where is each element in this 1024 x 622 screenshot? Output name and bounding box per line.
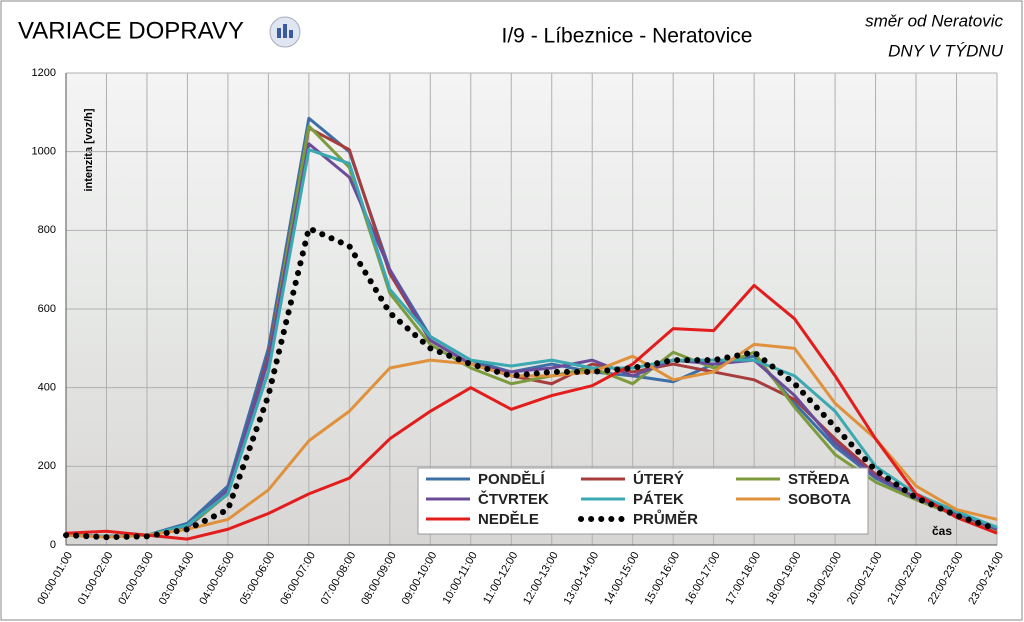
series-line — [65, 142, 998, 538]
legend-label: SOBOTA — [788, 491, 851, 508]
annotation: směr od Neratovic — [865, 11, 1003, 30]
legend: PONDĚLÍ ÚTERÝ STŘEDA ČTVRTEK PÁTEK SOBOTA NEDĚ… — [417, 467, 869, 535]
chart-title: VARIACE DOPRAVY — [18, 17, 244, 44]
legend-label: STŘEDA — [788, 470, 850, 488]
chart-subtitle: I/9 - Líbeznice - Neratovice — [502, 25, 753, 48]
series-line — [65, 283, 998, 541]
y-tick-label: 400 — [38, 382, 56, 394]
legend-label: NEDĚLE — [478, 510, 539, 528]
legend-label: PÁTEK — [633, 491, 684, 508]
series-line — [65, 116, 998, 538]
series-line — [65, 148, 998, 538]
series-line — [63, 224, 1000, 541]
legend-box — [417, 467, 869, 535]
x-axis-label: čas — [932, 524, 952, 538]
legend-label: PRŮMĚR — [633, 509, 698, 528]
y-tick-label: 1200 — [32, 67, 56, 79]
y-tick-label: 800 — [38, 224, 56, 236]
legend-label: PONDĚLÍ — [478, 470, 546, 488]
y-tick-label: 0 — [50, 539, 56, 551]
series-line — [65, 342, 998, 539]
y-tick-label: 600 — [38, 303, 56, 315]
legend-label: ÚTERÝ — [633, 470, 684, 488]
annotation: DNY V TÝDNU — [888, 41, 1004, 60]
y-tick-label: 200 — [38, 460, 56, 472]
y-axis-label: intenzita [voz/h] — [83, 108, 95, 191]
y-tick-label: 1000 — [32, 146, 56, 158]
logo — [269, 16, 301, 48]
legend-label: ČTVRTEK — [478, 490, 549, 508]
